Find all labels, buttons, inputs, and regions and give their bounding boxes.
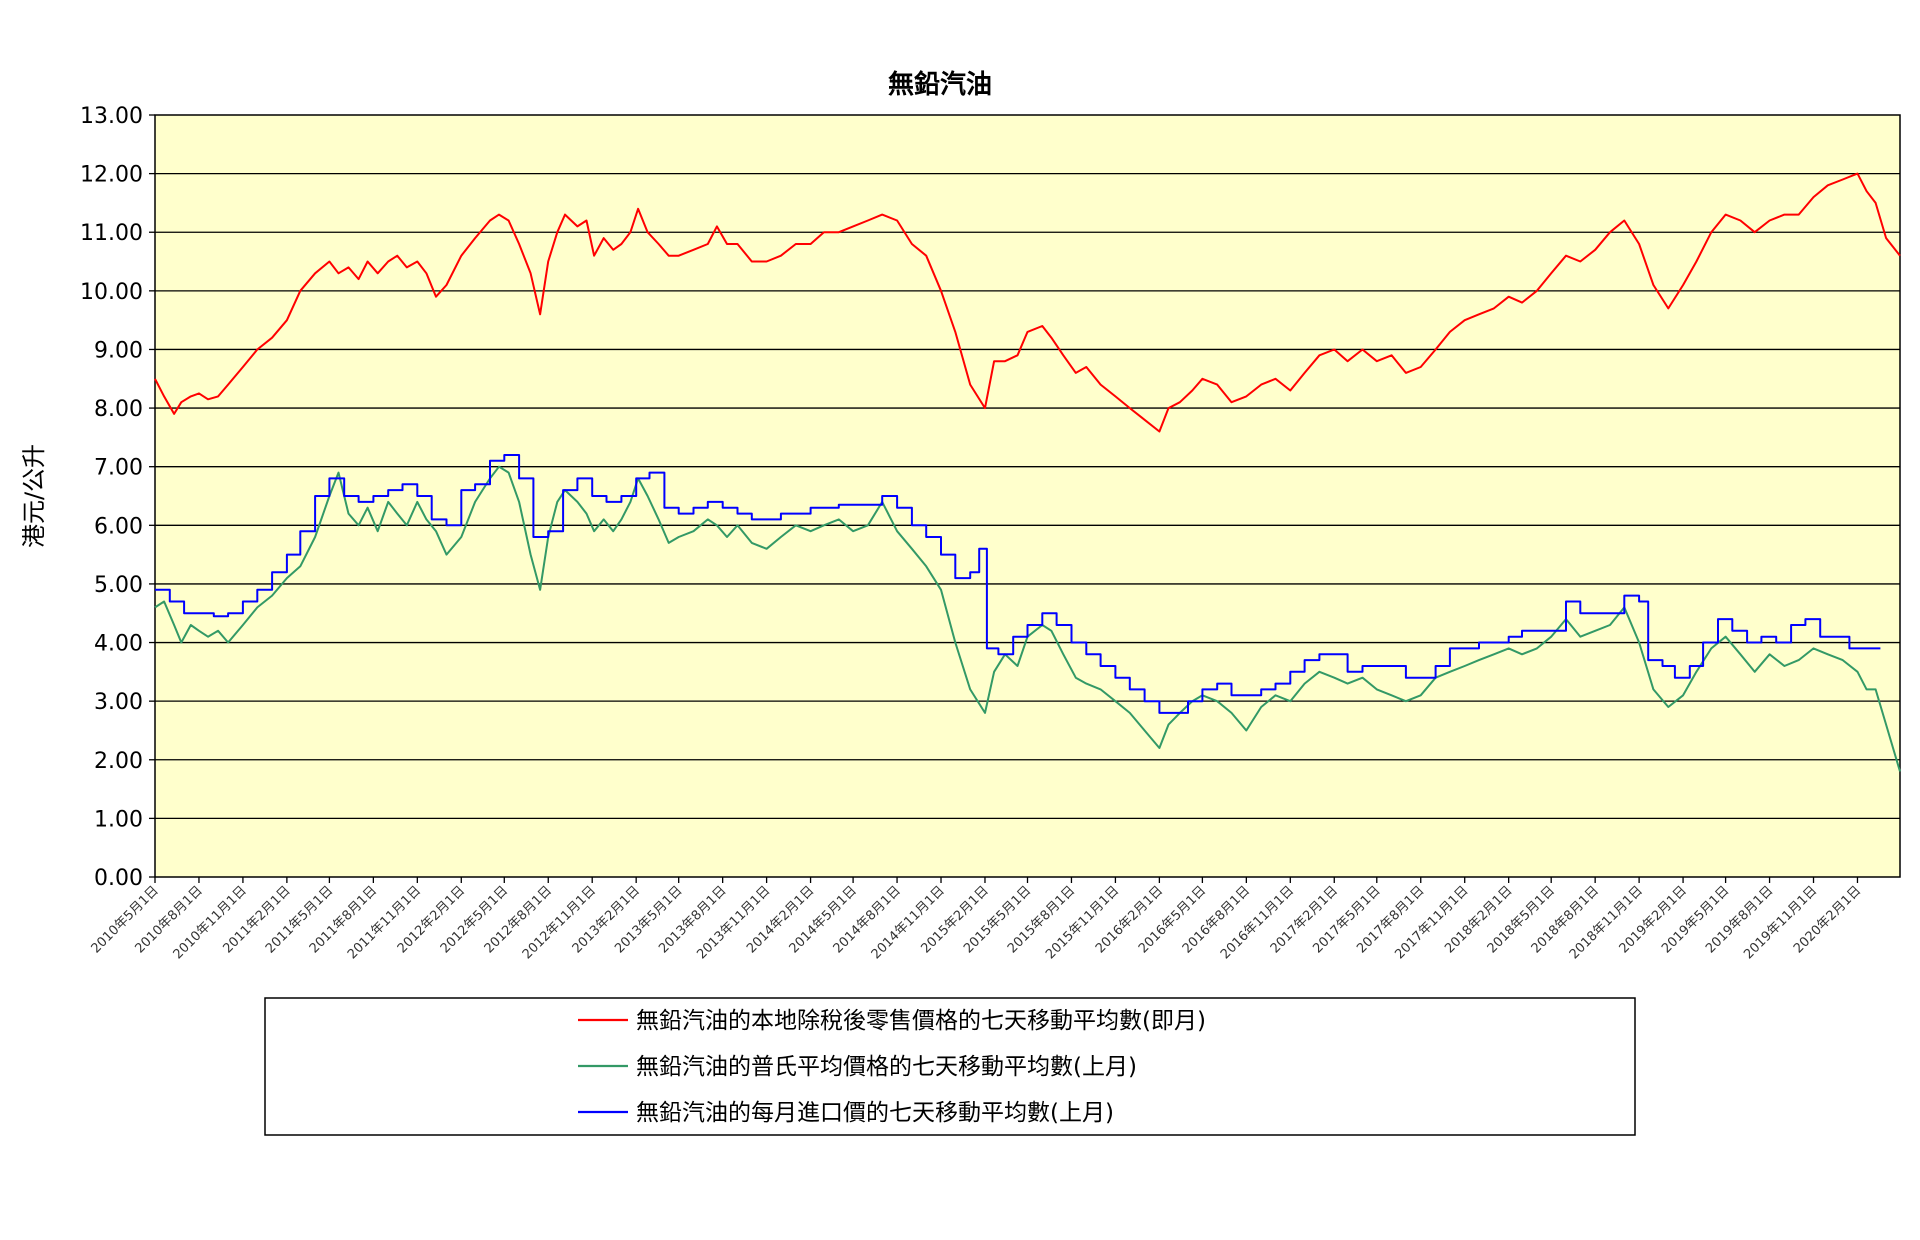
y-tick-label: 9.00 [94,338,143,363]
y-tick-label: 3.00 [94,690,143,715]
y-tick-label: 8.00 [94,397,143,422]
y-tick-label: 2.00 [94,749,143,774]
y-tick-label: 10.00 [80,280,143,305]
y-axis-ticks: 0.00 1.00 2.00 3.00 4.00 5.00 6.00 7.00 8.00 9.00… [80,104,155,891]
series-lines [154,172,1901,772]
x-axis-ticks: 2010年5月1日2010年8月1日2010年11月1日2011年2月1日201… [89,877,1864,962]
series-line-1 [154,172,1901,433]
series-line-2 [154,465,1901,772]
y-tick-label: 1.00 [94,807,143,832]
y-tick-label: 5.00 [94,573,143,598]
legend-box [264,997,1636,1136]
chart-title: 無鉛汽油 [888,69,992,100]
y-tick-label: 12.00 [80,163,143,188]
y-tick-label: 13.00 [80,104,143,129]
legend-label-3: 無鉛汽油的每月進口價的七天移動平均數(上月) [636,1100,1114,1126]
y-tick-label: 11.00 [80,221,143,246]
y-tick-label: 6.00 [94,514,143,539]
legend: 無鉛汽油的本地除稅後零售價格的七天移動平均數(即月) 無鉛汽油的普氏平均價格的七天… [578,1008,1206,1126]
series-line-3 [155,454,1881,714]
gridlines [155,172,1900,820]
y-tick-label: 0.00 [94,866,143,891]
plot-area [154,114,1901,878]
y-tick-label: 4.00 [94,632,143,657]
y-axis-label: 港元/公升 [20,444,48,548]
legend-label-2: 無鉛汽油的普氏平均價格的七天移動平均數(上月) [636,1054,1137,1080]
legend-label-1: 無鉛汽油的本地除稅後零售價格的七天移動平均數(即月) [636,1008,1206,1034]
y-tick-label: 7.00 [94,456,143,481]
